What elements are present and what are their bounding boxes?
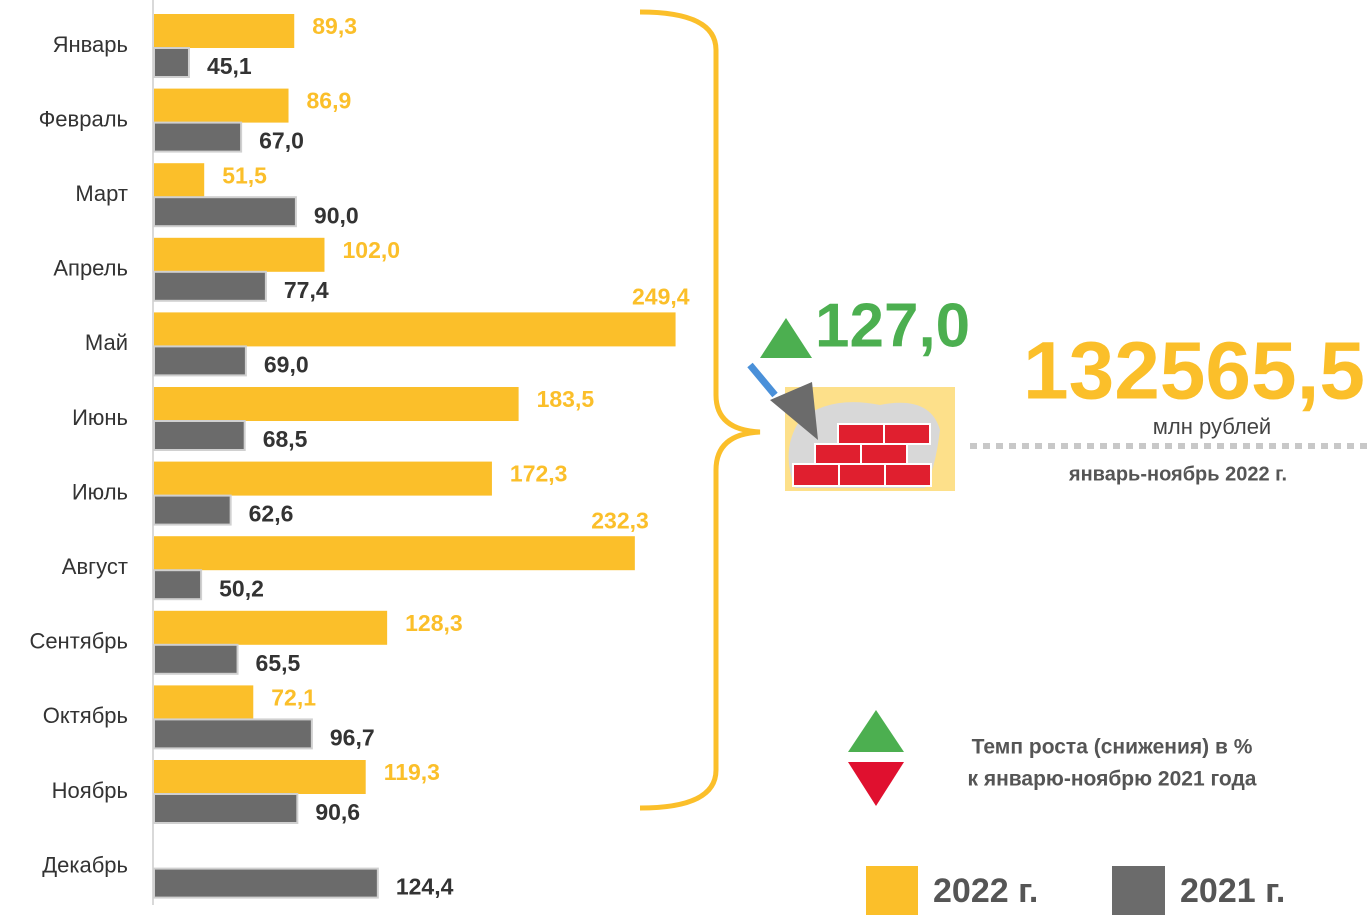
category-label: Апрель <box>53 256 128 281</box>
bar <box>154 461 492 496</box>
value-label: 67,0 <box>259 128 304 154</box>
bar <box>154 685 254 720</box>
legend-label: 2022 г. <box>933 872 1038 910</box>
legend-swatch <box>1112 866 1165 915</box>
bar <box>154 387 519 421</box>
value-label: 51,5 <box>222 162 267 188</box>
bar <box>154 760 366 794</box>
legend-swatch <box>866 866 918 915</box>
legend-down <box>848 762 904 806</box>
bar <box>154 14 295 48</box>
bar <box>154 312 676 347</box>
category-label: Март <box>75 181 128 206</box>
bar <box>153 345 247 377</box>
growth-rate: 127,0 <box>815 291 970 360</box>
total-value: 132565,5 <box>1023 326 1365 417</box>
value-label: 68,5 <box>263 426 308 452</box>
bar <box>153 643 239 675</box>
category-label: Февраль <box>39 106 128 131</box>
bar <box>153 270 267 302</box>
value-label: 86,9 <box>307 88 352 114</box>
category-label: Август <box>62 554 128 579</box>
value-label: 102,0 <box>342 237 400 263</box>
value-label: 90,0 <box>314 202 359 228</box>
value-label: 119,3 <box>384 759 440 785</box>
category-label: Июнь <box>72 405 128 430</box>
bar <box>153 494 232 526</box>
bar <box>153 196 297 228</box>
bar <box>153 420 246 451</box>
category-label: Декабрь <box>42 852 128 877</box>
value-label: 45,1 <box>207 53 252 79</box>
value-label: 183,5 <box>537 386 595 412</box>
legend-label: 2021 г. <box>1180 872 1285 910</box>
legend-up <box>848 710 904 752</box>
rate-note: Темп роста (снижения) в % <box>972 736 1253 759</box>
up-triangle <box>760 318 812 358</box>
category-label: Май <box>85 330 128 355</box>
value-label: 50,2 <box>219 575 264 601</box>
category-label: Ноябрь <box>52 778 128 803</box>
bar <box>154 610 388 645</box>
bar <box>153 47 190 78</box>
value-label: 249,4 <box>632 283 690 309</box>
bar <box>153 569 203 601</box>
value-label: 72,1 <box>271 684 316 710</box>
value-label: 62,6 <box>249 501 294 527</box>
value-label: 96,7 <box>330 724 375 750</box>
bar <box>153 121 243 153</box>
bar <box>154 237 325 272</box>
value-label: 90,6 <box>315 799 360 825</box>
value-label: 172,3 <box>510 461 568 487</box>
period: январь-ноябрь 2022 г. <box>1068 463 1287 485</box>
bar <box>154 88 289 123</box>
bar <box>154 536 635 571</box>
bar <box>153 867 379 899</box>
category-label: Июль <box>72 479 128 504</box>
value-label: 232,3 <box>591 507 649 533</box>
value-label: 77,4 <box>284 277 329 303</box>
brace <box>639 9 761 811</box>
bar <box>153 793 299 824</box>
bar <box>154 163 205 198</box>
category-label: Январь <box>53 32 128 57</box>
bar <box>153 718 313 750</box>
value-label: 89,3 <box>312 13 357 39</box>
unit: млн рублей <box>1153 414 1271 439</box>
category-label: Октябрь <box>43 703 128 728</box>
rate-note: к январю-ноябрю 2021 года <box>968 768 1257 791</box>
category-label: Сентябрь <box>29 629 128 654</box>
value-label: 65,5 <box>256 650 301 676</box>
value-label: 69,0 <box>264 351 309 377</box>
value-label: 124,4 <box>396 874 454 900</box>
value-label: 128,3 <box>405 610 463 636</box>
brick-icon <box>747 362 955 491</box>
